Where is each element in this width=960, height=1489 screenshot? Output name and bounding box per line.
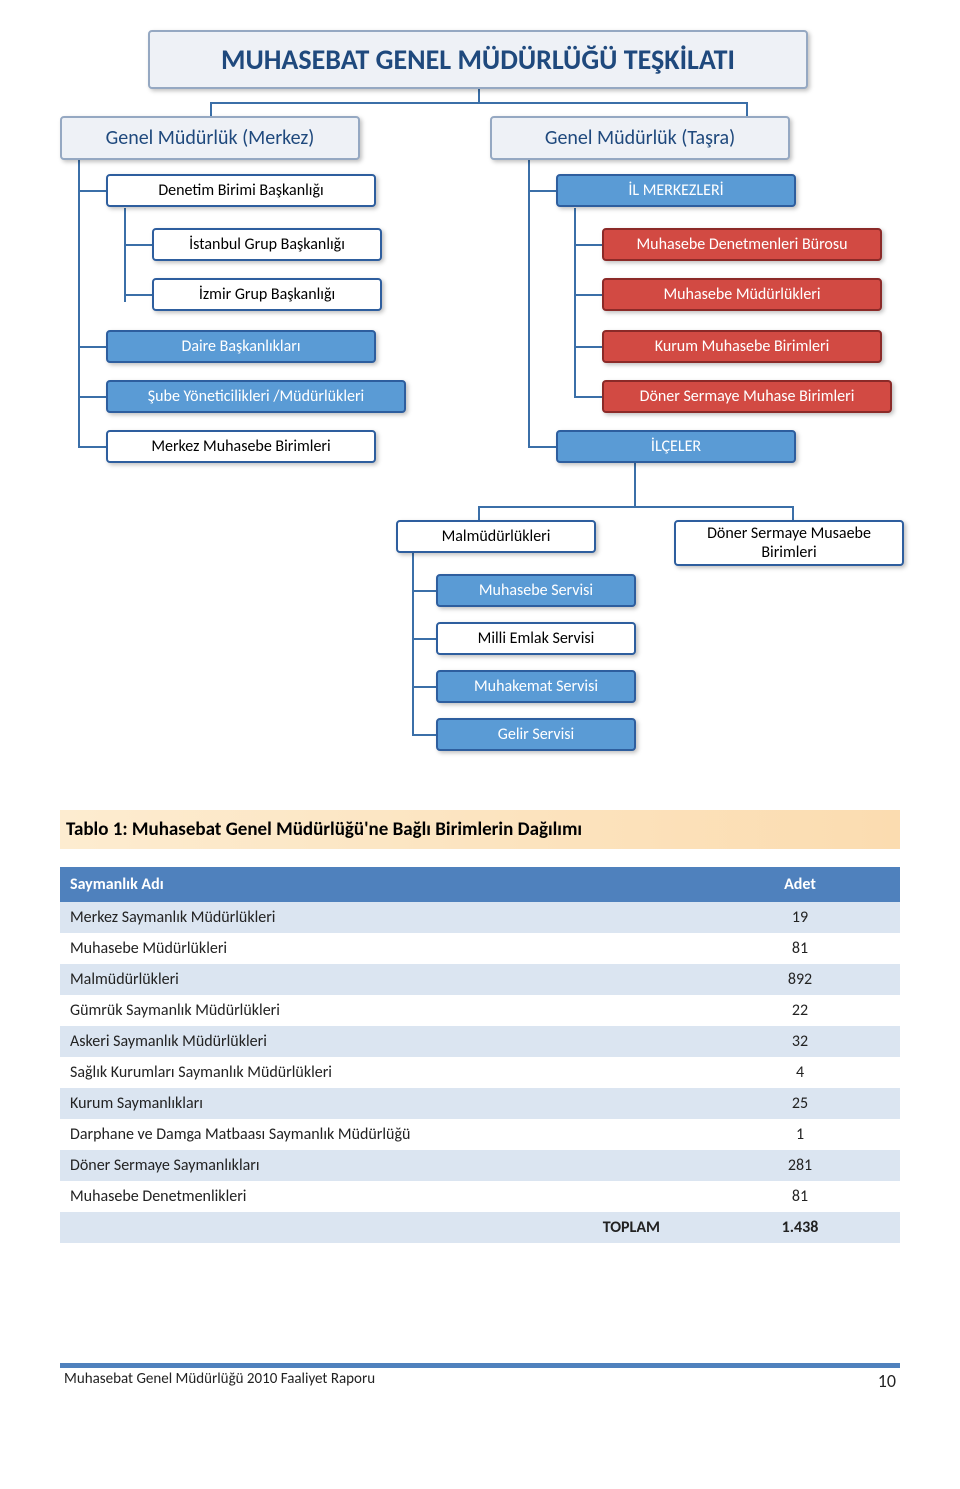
col-name: Saymanlık Adı bbox=[60, 867, 700, 902]
node-servis-muhasebe: Muhasebe Servisi bbox=[436, 574, 636, 607]
footer-page: 10 bbox=[878, 1370, 896, 1392]
total-value: 1.438 bbox=[700, 1212, 900, 1243]
table-row: Malmüdürlükleri892 bbox=[60, 964, 900, 995]
node-ilceler: İLÇELER bbox=[556, 430, 796, 463]
cell-count: 81 bbox=[700, 1181, 900, 1212]
node-doner2-line1: Döner Sermaye Musaebe bbox=[682, 524, 896, 543]
cell-count: 4 bbox=[700, 1057, 900, 1088]
cell-name: Muhasebe Müdürlükleri bbox=[60, 933, 700, 964]
cell-count: 892 bbox=[700, 964, 900, 995]
table-title: Tablo 1: Muhasebat Genel Müdürlüğü'ne Ba… bbox=[60, 810, 900, 849]
node-il: İL MERKEZLERİ bbox=[556, 174, 796, 207]
table-row: Askeri Saymanlık Müdürlükleri32 bbox=[60, 1026, 900, 1057]
cell-count: 1 bbox=[700, 1119, 900, 1150]
node-sube: Şube Yöneticilikleri /Müdürlükleri bbox=[106, 380, 406, 413]
cell-name: Gümrük Saymanlık Müdürlükleri bbox=[60, 995, 700, 1026]
table-row: Kurum Saymanlıkları25 bbox=[60, 1088, 900, 1119]
node-servis-muhakemat: Muhakemat Servisi bbox=[436, 670, 636, 703]
units-table: Saymanlık Adı Adet Merkez Saymanlık Müdü… bbox=[60, 867, 900, 1243]
cell-count: 81 bbox=[700, 933, 900, 964]
cell-name: Askeri Saymanlık Müdürlükleri bbox=[60, 1026, 700, 1057]
node-doner2: Döner Sermaye Musaebe Birimleri bbox=[674, 520, 904, 566]
node-right-root: Genel Müdürlük (Taşra) bbox=[490, 116, 790, 160]
cell-name: Sağlık Kurumları Saymanlık Müdürlükleri bbox=[60, 1057, 700, 1088]
cell-name: Döner Sermaye Saymanlıkları bbox=[60, 1150, 700, 1181]
cell-name: Merkez Saymanlık Müdürlükleri bbox=[60, 902, 700, 933]
table-row-total: TOPLAM1.438 bbox=[60, 1212, 900, 1243]
node-merkez: Merkez Muhasebe Birimleri bbox=[106, 430, 376, 463]
node-daire: Daire Başkanlıkları bbox=[106, 330, 376, 363]
node-kurum: Kurum Muhasebe Birimleri bbox=[602, 330, 882, 363]
cell-count: 22 bbox=[700, 995, 900, 1026]
node-malmud: Malmüdürlükleri bbox=[396, 520, 596, 553]
table-row: Gümrük Saymanlık Müdürlükleri22 bbox=[60, 995, 900, 1026]
node-doner2-line2: Birimleri bbox=[682, 543, 896, 562]
footer-text: Muhasebat Genel Müdürlüğü 2010 Faaliyet … bbox=[64, 1370, 375, 1392]
org-title: MUHASEBAT GENEL MÜDÜRLÜĞÜ TEŞKİLATI bbox=[148, 30, 808, 89]
page-footer: Muhasebat Genel Müdürlüğü 2010 Faaliyet … bbox=[60, 1368, 900, 1392]
node-left-root: Genel Müdürlük (Merkez) bbox=[60, 116, 360, 160]
total-label: TOPLAM bbox=[60, 1212, 700, 1243]
cell-count: 19 bbox=[700, 902, 900, 933]
node-servis-milli: Milli Emlak Servisi bbox=[436, 622, 636, 655]
node-izmir: İzmir Grup Başkanlığı bbox=[152, 278, 382, 311]
table-row: Sağlık Kurumları Saymanlık Müdürlükleri4 bbox=[60, 1057, 900, 1088]
cell-count: 32 bbox=[700, 1026, 900, 1057]
cell-name: Muhasebe Denetmenlikleri bbox=[60, 1181, 700, 1212]
cell-count: 281 bbox=[700, 1150, 900, 1181]
node-doner1: Döner Sermaye Muhase Birimleri bbox=[602, 380, 892, 413]
table-row: Muhasebe Müdürlükleri81 bbox=[60, 933, 900, 964]
cell-name: Kurum Saymanlıkları bbox=[60, 1088, 700, 1119]
table-row: Muhasebe Denetmenlikleri81 bbox=[60, 1181, 900, 1212]
table-section: Tablo 1: Muhasebat Genel Müdürlüğü'ne Ba… bbox=[60, 810, 900, 1243]
node-burosu: Muhasebe Denetmenleri Bürosu bbox=[602, 228, 882, 261]
cell-name: Darphane ve Damga Matbaası Saymanlık Müd… bbox=[60, 1119, 700, 1150]
node-denetim: Denetim Birimi Başkanlığı bbox=[106, 174, 376, 207]
org-chart: MUHASEBAT GENEL MÜDÜRLÜĞÜ TEŞKİLATI Gene… bbox=[60, 30, 900, 760]
cell-name: Malmüdürlükleri bbox=[60, 964, 700, 995]
table-row: Darphane ve Damga Matbaası Saymanlık Müd… bbox=[60, 1119, 900, 1150]
col-count: Adet bbox=[700, 867, 900, 902]
node-mudur: Muhasebe Müdürlükleri bbox=[602, 278, 882, 311]
node-servis-gelir: Gelir Servisi bbox=[436, 718, 636, 751]
node-istanbul: İstanbul Grup Başkanlığı bbox=[152, 228, 382, 261]
table-row: Merkez Saymanlık Müdürlükleri19 bbox=[60, 902, 900, 933]
table-row: Döner Sermaye Saymanlıkları281 bbox=[60, 1150, 900, 1181]
cell-count: 25 bbox=[700, 1088, 900, 1119]
